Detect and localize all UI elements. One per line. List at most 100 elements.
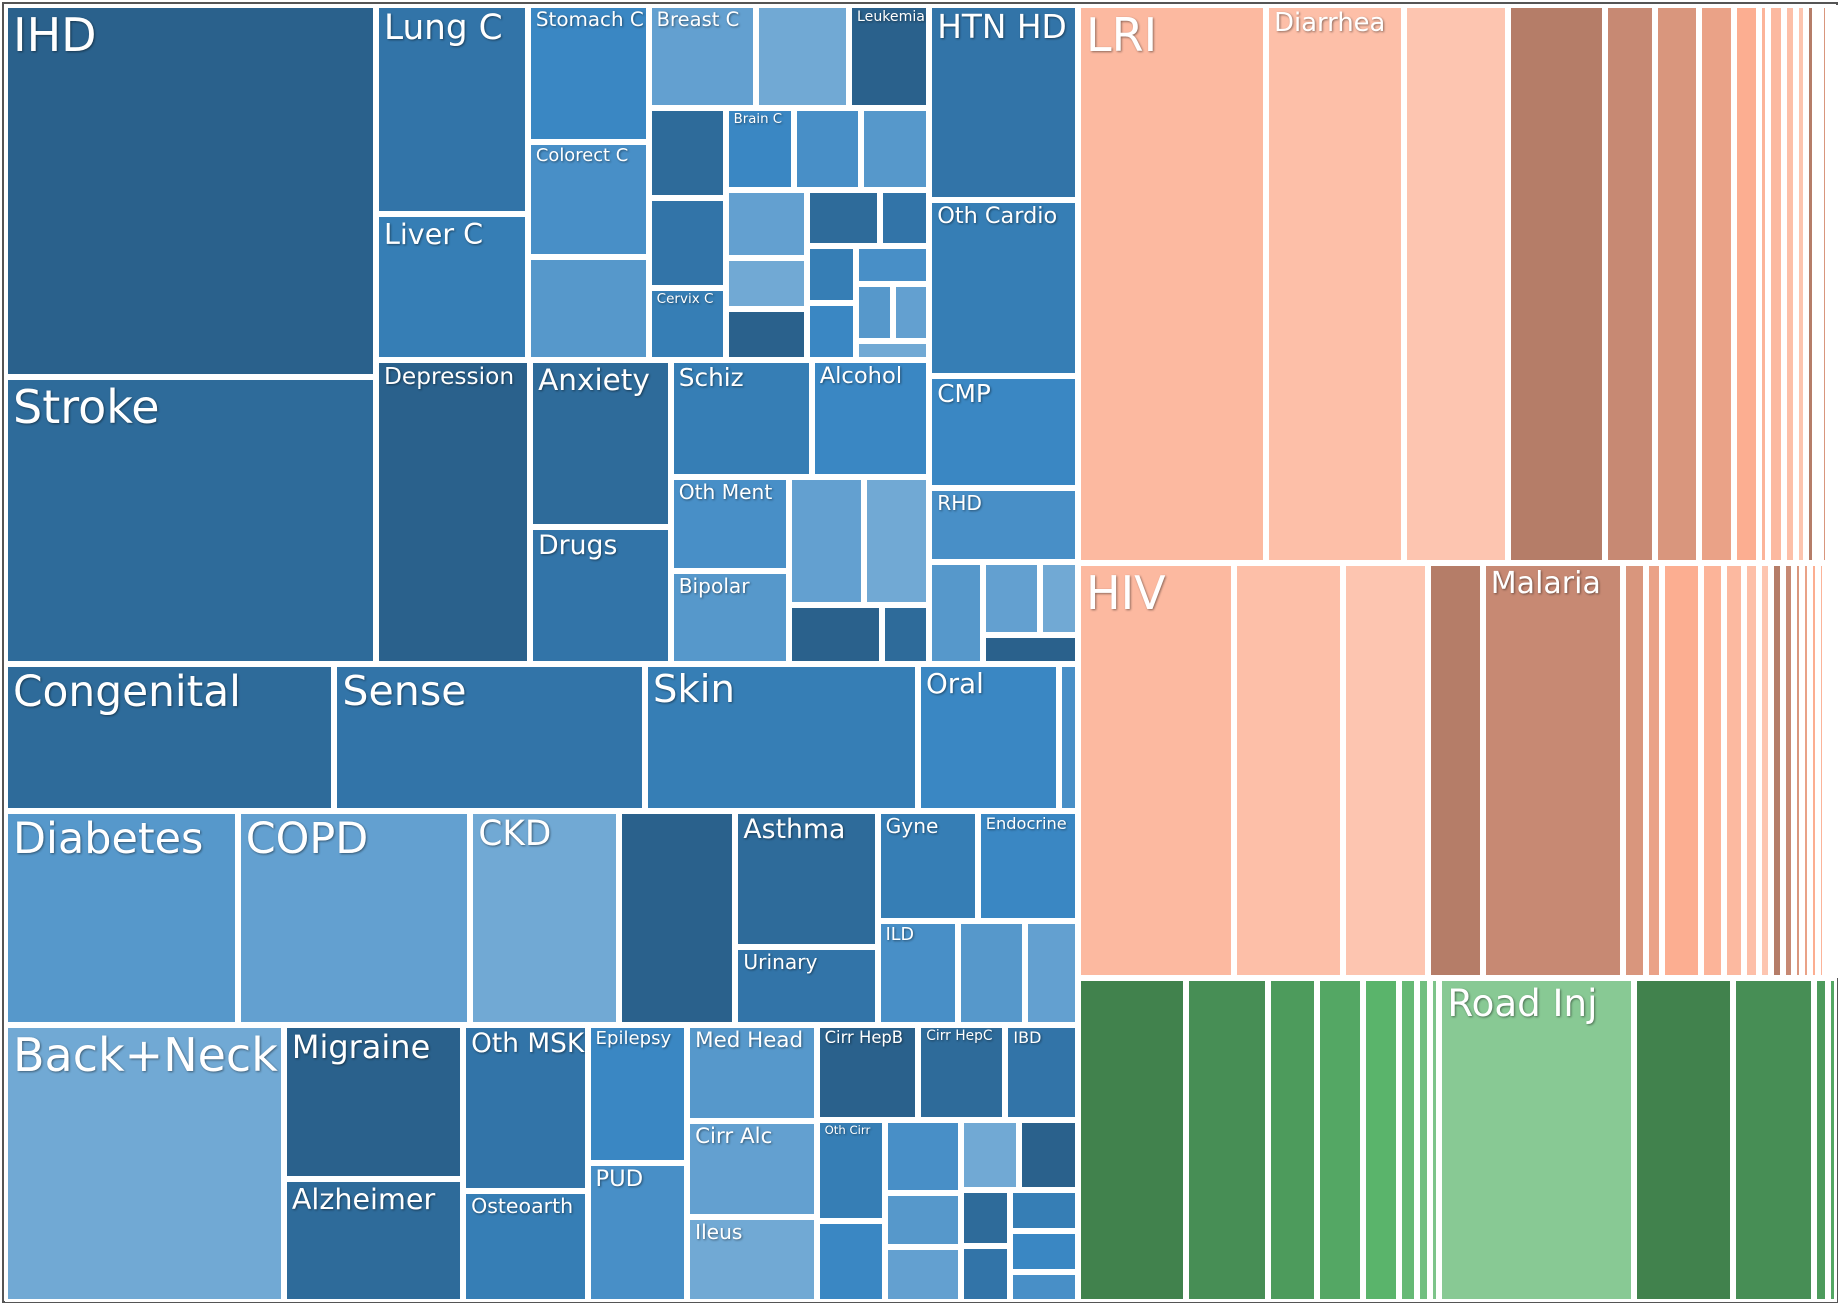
tile-asthma: Asthma <box>735 810 878 947</box>
tile-label: RHD <box>937 490 982 515</box>
tile-label: Urinary <box>743 949 818 974</box>
tile-unlabeled-25 <box>957 921 1025 1025</box>
tile-congenital: Congenital <box>5 664 335 811</box>
tile-liver-c: Liver C <box>375 214 528 360</box>
tile-label: Cirr Alc <box>695 1123 773 1149</box>
tile-label: CMP <box>937 379 991 409</box>
tile-label: Oth MSK <box>471 1027 585 1059</box>
tile-copd: COPD <box>237 810 471 1025</box>
tile-unlabeled-20 <box>929 562 984 665</box>
tile-label: Iron <box>1342 568 1347 639</box>
tile-depression: Depression <box>375 359 531 665</box>
tile-schiz: Schiz <box>670 359 812 478</box>
tile-label: Bipolar <box>678 573 750 598</box>
tile-label: NN Preterm <box>1404 10 1409 276</box>
tile-label: ILD <box>885 925 914 946</box>
tile-unlabeled-11 <box>880 189 930 247</box>
tile-label: ASD <box>788 482 793 522</box>
tile-label: Hemog <box>619 815 624 925</box>
tile-label: Self Harm <box>1633 983 1638 1154</box>
tile-stroke: Stroke <box>5 377 376 665</box>
tile-unlabeled-53 <box>1817 563 1826 978</box>
tile-unlabeled-36 <box>1010 1271 1078 1302</box>
tile-bipolar: Bipolar <box>670 570 789 665</box>
tile-unlabeled-19 <box>882 605 930 665</box>
tile-label: Oral <box>925 667 984 701</box>
tile-nn-preterm: NN Preterm <box>1404 5 1508 563</box>
tile-self-harm: Self Harm <box>1633 978 1734 1302</box>
tile-label: Oth Cardio <box>937 202 1058 229</box>
tile-urinary: Urinary <box>735 946 878 1025</box>
tile-unlabeled-12 <box>807 246 856 303</box>
tile-label: Migraine <box>291 1027 431 1066</box>
tile-oth-cardio: Oth Cardio <box>929 199 1078 377</box>
tile-unlabeled-61 <box>1827 978 1837 1302</box>
tile-unlabeled-37 <box>1768 5 1784 563</box>
tile-unlabeled-1 <box>527 256 649 360</box>
tile-label: Oth Ment <box>678 480 773 505</box>
tile-tb: TB <box>1233 563 1343 978</box>
tile-unlabeled-23 <box>983 634 1078 665</box>
tile-unlabeled-57 <box>1398 978 1417 1302</box>
tile-oth-msk: Oth MSK <box>463 1024 588 1192</box>
tile-unlabeled-42 <box>1821 5 1828 563</box>
tile-unlabeled-59 <box>1430 978 1440 1302</box>
tile-label: COPD <box>245 813 369 864</box>
tile-med-head: Med Head <box>687 1024 817 1121</box>
tile-label: Skin <box>653 667 735 713</box>
tile-id: ID <box>864 477 930 606</box>
tile-back-neck: Back+Neck <box>5 1024 284 1302</box>
tile-label: Intest Inf <box>1733 10 1738 79</box>
tile-label: Hep <box>1724 568 1729 590</box>
tile-mech: Mech <box>1267 978 1318 1302</box>
tile-label: ID <box>864 482 868 501</box>
tile-label: Endocrine <box>985 813 1067 833</box>
tile-lung-c: Lung C <box>375 5 528 215</box>
tile-label: Oth NN <box>1655 10 1660 120</box>
tile-std: STD <box>1661 563 1701 978</box>
tile-cirr-alc: Cirr Alc <box>687 1120 817 1217</box>
tile-label: URI <box>1758 10 1762 26</box>
tile-label: F Body <box>1362 983 1367 1055</box>
tile-unlabeled-31 <box>1019 1119 1078 1191</box>
tile-unlabeled-7 <box>725 189 808 258</box>
tile-label: NN Sepsis <box>1604 10 1609 172</box>
tile-oth-cirr: Oth Cirr <box>816 1119 885 1221</box>
tile-unlabeled-16 <box>892 284 930 341</box>
tile-f-body: F Body <box>1362 978 1399 1302</box>
tile-lf: LF <box>1646 563 1662 978</box>
tile-unlabeled-58 <box>1416 978 1431 1302</box>
tile-label: Oth Inf <box>1700 568 1704 616</box>
tile-unlabeled-17 <box>855 340 930 360</box>
tile-unlabeled-18 <box>788 605 883 665</box>
tile-label: STD <box>1661 568 1666 618</box>
tile-asd: ASD <box>788 477 865 606</box>
tile-label: PUD <box>595 1166 644 1193</box>
tile-colorect-c: Colorect C <box>527 142 649 257</box>
tile-road-inj: Road Inj <box>1439 978 1634 1302</box>
tile-skin: Skin <box>645 664 918 811</box>
tile-unlabeled-30 <box>960 1119 1020 1191</box>
tile-unlabeled-3 <box>648 108 726 199</box>
tile-label: Med Head <box>695 1027 804 1053</box>
tile-label: Schiz <box>678 362 744 392</box>
tile-stomach-c: Stomach C <box>527 5 649 143</box>
tile-nn-enceph: NN Enceph <box>1507 5 1605 563</box>
tile-intest-inf: Intest Inf <box>1733 5 1759 563</box>
tile-alcohol: Alcohol <box>811 359 930 478</box>
tile-unlabeled-38 <box>1783 5 1797 563</box>
tile-label: LF <box>1646 568 1650 579</box>
tile-diabetes: Diabetes <box>5 810 238 1025</box>
tile-rhd: RHD <box>929 487 1078 562</box>
tile-gyne: Gyne <box>877 810 978 922</box>
tile-anxiety: Anxiety <box>530 359 671 527</box>
tile-pud: PUD <box>587 1163 688 1302</box>
tile-unlabeled-5 <box>793 108 862 190</box>
tile-label: Diarrhea <box>1274 8 1386 38</box>
tile-oth-ment: Oth Ment <box>670 477 789 571</box>
tile-label: Sense <box>342 667 467 716</box>
tile-unlabeled-49 <box>1782 563 1795 978</box>
tile-unlabeled-27 <box>884 1119 961 1193</box>
tile-label: Drown <box>1186 983 1191 1084</box>
tile-violence: Violence <box>1733 978 1815 1302</box>
